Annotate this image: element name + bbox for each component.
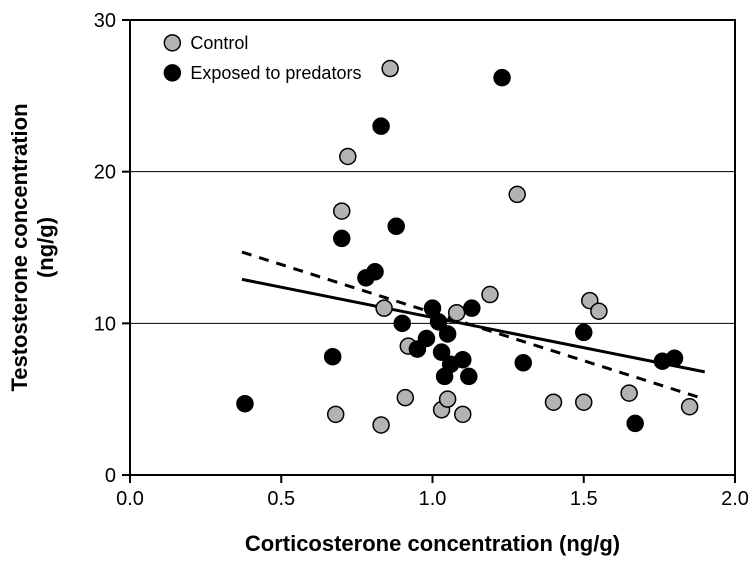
data-point-exposed [455, 352, 471, 368]
legend-marker-exposed [164, 65, 180, 81]
y-tick-label: 30 [94, 10, 116, 32]
data-point-exposed [334, 230, 350, 246]
x-tick-label: 1.0 [419, 488, 447, 510]
x-axis-label: Corticosterone concentration (ng/g) [245, 531, 620, 556]
data-point-control [482, 287, 498, 303]
y-tick-label: 0 [105, 465, 116, 487]
data-point-exposed [494, 70, 510, 86]
data-point-exposed [627, 415, 643, 431]
y-tick-label: 10 [94, 313, 116, 335]
data-point-exposed [576, 324, 592, 340]
data-point-control [509, 186, 525, 202]
data-point-control [373, 417, 389, 433]
data-point-exposed [418, 331, 434, 347]
y-tick-label: 20 [94, 162, 116, 184]
data-point-exposed [373, 118, 389, 134]
data-point-control [340, 149, 356, 165]
x-tick-label: 0.5 [267, 488, 295, 510]
data-point-exposed [325, 349, 341, 365]
data-point-control [682, 399, 698, 415]
data-point-control [382, 61, 398, 77]
y-axis-sublabel: (ng/g) [33, 217, 58, 278]
data-point-exposed [461, 368, 477, 384]
data-point-exposed [440, 326, 456, 342]
legend-marker-control [164, 35, 180, 51]
data-point-exposed [388, 218, 404, 234]
scatter-chart: 0.0 0.5 1.0 1.5 2.0 0 10 20 30 Corticosterone con… [0, 0, 755, 561]
data-point-control [440, 391, 456, 407]
data-point-control [334, 203, 350, 219]
data-point-control [591, 303, 607, 319]
data-point-exposed [367, 264, 383, 280]
data-point-control [546, 394, 562, 410]
legend-label-control: Control [190, 33, 248, 53]
data-point-exposed [667, 350, 683, 366]
x-tick-label: 2.0 [721, 488, 749, 510]
data-point-control [576, 394, 592, 410]
data-point-control [397, 390, 413, 406]
data-point-control [449, 305, 465, 321]
chart-svg: 0.0 0.5 1.0 1.5 2.0 0 10 20 30 Corticosterone con… [0, 0, 755, 561]
data-point-control [621, 385, 637, 401]
y-axis-label: Testosterone concentration [7, 103, 32, 391]
data-point-exposed [394, 315, 410, 331]
data-point-control [455, 406, 471, 422]
data-point-exposed [237, 396, 253, 412]
data-point-exposed [464, 300, 480, 316]
legend-label-exposed: Exposed to predators [190, 63, 361, 83]
data-point-exposed [515, 355, 531, 371]
x-tick-label: 1.5 [570, 488, 598, 510]
x-tick-label: 0.0 [116, 488, 144, 510]
data-point-control [376, 300, 392, 316]
data-point-control [328, 406, 344, 422]
